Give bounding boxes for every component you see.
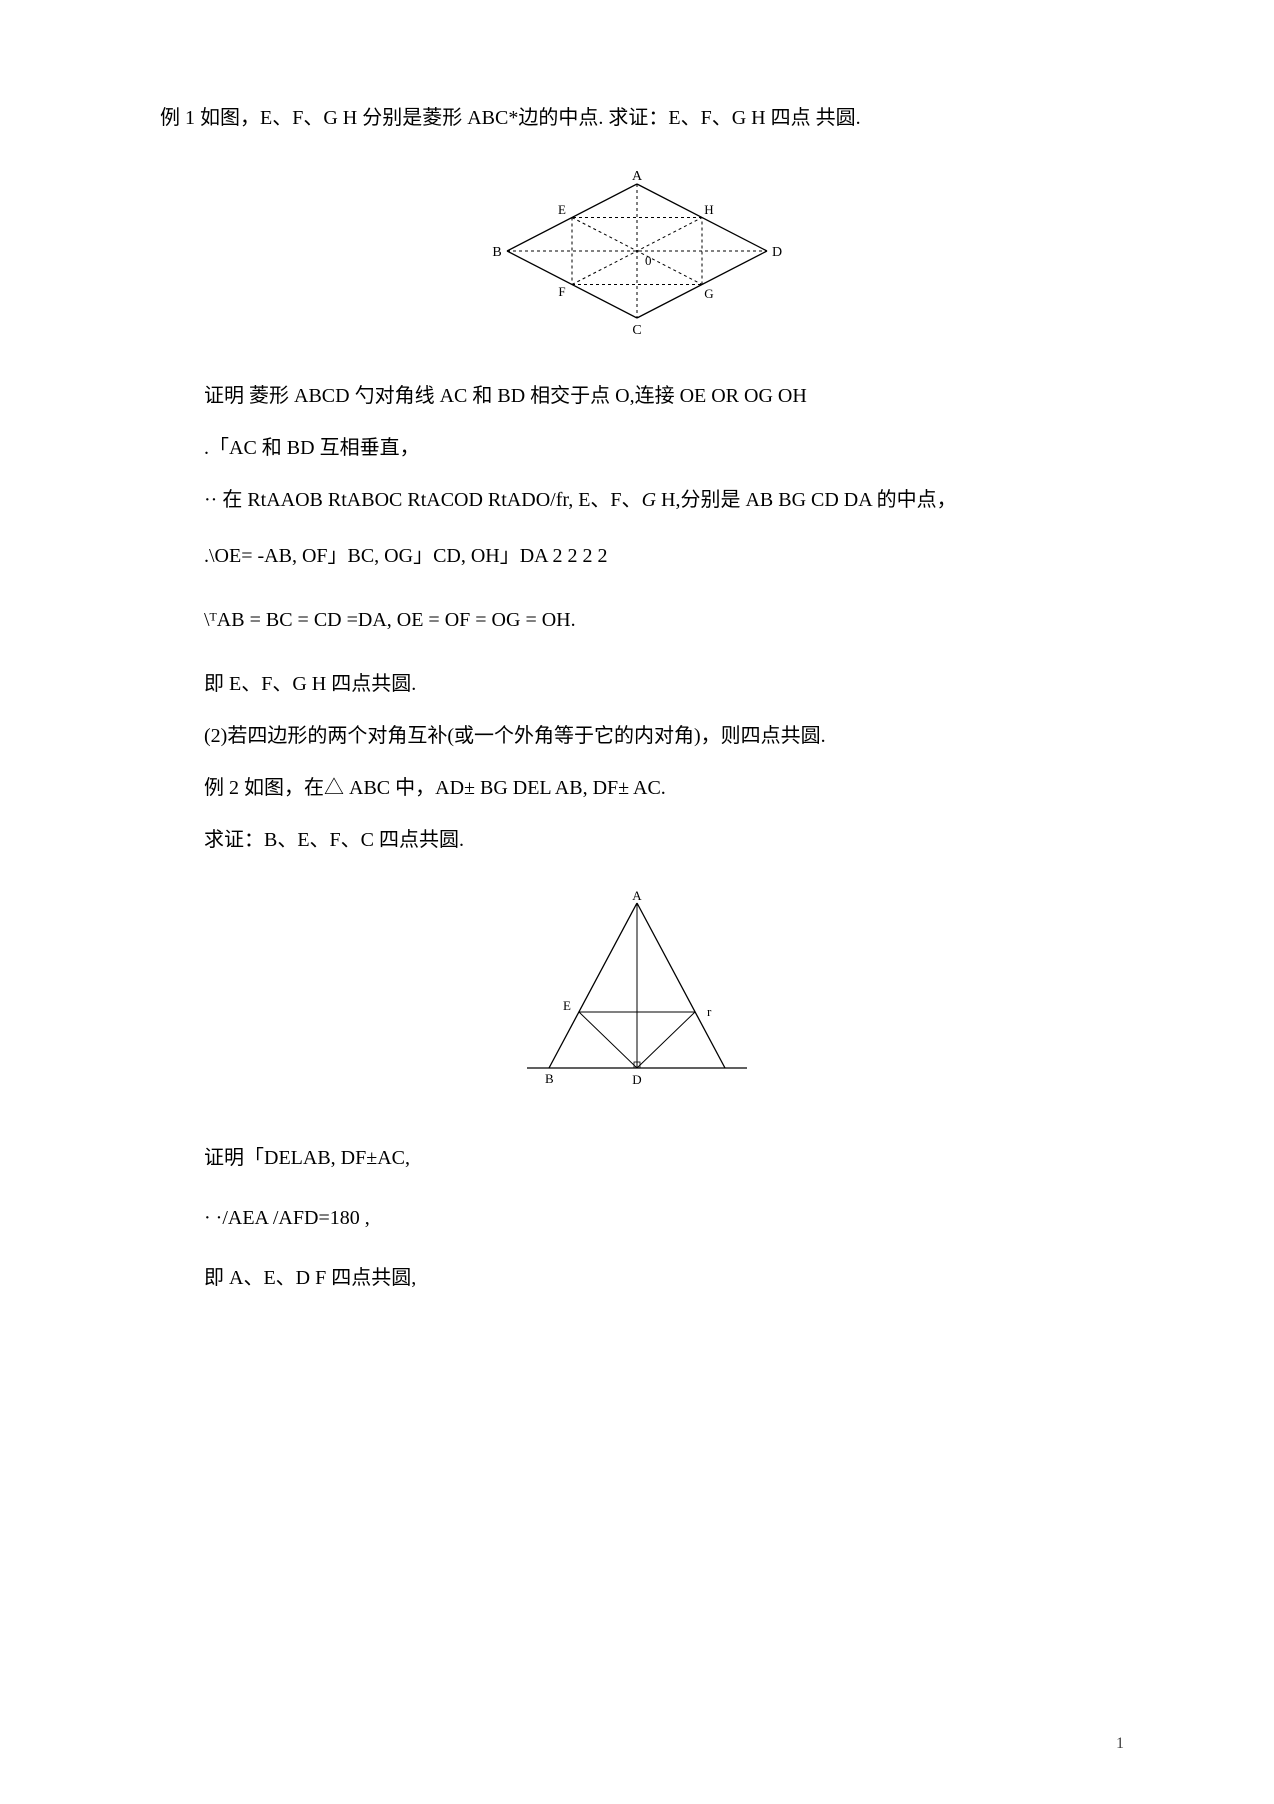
text-line3: .「AC 和 BD 互相垂直，: [204, 437, 420, 459]
label-D: D: [772, 245, 782, 260]
line-AC: [637, 903, 725, 1068]
label-F2: r: [707, 1004, 712, 1019]
paragraph-example2-statement: 例 2 如图，在△ ABC 中，AD± BG DEL AB, DF± AC.: [160, 770, 1114, 806]
text-line4-italic: G: [642, 489, 656, 511]
paragraph-proof2-line1: 证明「DELAB, DF±AC,: [160, 1140, 1114, 1176]
paragraph-proof1-line1: 证明 菱形 ABCD 勺对角线 AC 和 BD 相交于点 O,连接 OE OR …: [160, 378, 1114, 414]
text-line13: 即 A、E、D F 四点共圆,: [204, 1267, 416, 1289]
label-A: A: [632, 169, 643, 184]
paragraph-proof1-line5: \ᵀAB = BC = CD =DA, OE = OF = OG = OH.: [160, 602, 1114, 638]
figure-triangle: A E r B D: [160, 888, 1114, 1110]
text-line6: \ᵀAB = BC = CD =DA, OE = OF = OG = OH.: [204, 609, 576, 631]
line-AB: [549, 903, 637, 1068]
text-line9: 例 2 如图，在△ ABC 中，AD± BG DEL AB, DF± AC.: [204, 777, 666, 799]
paragraph-proof2-line3: 即 A、E、D F 四点共圆,: [160, 1260, 1114, 1296]
paragraph-proof1-conclusion: 即 E、F、G H 四点共圆.: [160, 666, 1114, 702]
label-E: E: [558, 202, 566, 217]
triangle-diagram-svg: A E r B D: [507, 888, 767, 1098]
label-B: B: [492, 245, 501, 260]
label-D2: D: [632, 1072, 641, 1087]
label-O: 0: [645, 253, 652, 268]
text-line11: 证明「DELAB, DF±AC,: [204, 1147, 410, 1169]
label-H: H: [704, 202, 713, 217]
text-line4-suffix: H,分别是 AB BG CD DA 的中点，: [656, 489, 957, 511]
label-C: C: [632, 323, 641, 336]
text-line10: 求证：B、E、F、C 四点共圆.: [204, 829, 464, 851]
paragraph-proof1-line3: ·· 在 RtAAOB RtABOC RtACOD RtADO/fr, E、F、…: [160, 482, 1114, 518]
paragraph-example1-statement: 例 1 如图，E、F、G H 分别是菱形 ABC*边的中点. 求证：E、F、G …: [160, 100, 1114, 136]
line-ED: [579, 1012, 637, 1068]
line-FD: [637, 1012, 695, 1068]
paragraph-proof1-line4: .\OE= -AB, OF」BC, OG」CD, OH」DA 2 2 2 2: [160, 538, 1114, 574]
label-E2: E: [563, 998, 571, 1013]
label-F: F: [558, 284, 565, 299]
figure-rhombus: A B C D E F G H 0: [160, 166, 1114, 348]
text-line4-prefix: ·· 在 RtAAOB RtABOC RtACOD RtADO/fr, E、F、: [204, 489, 642, 511]
rhombus-diagram-svg: A B C D E F G H 0: [447, 166, 827, 336]
text-line8: (2)若四边形的两个对角互补(或一个外角等于它的内对角)，则四点共圆.: [204, 725, 826, 747]
text-line2: 证明 菱形 ABCD 勺对角线 AC 和 BD 相交于点 O,连接 OE OR …: [204, 385, 807, 407]
label-B2: B: [545, 1071, 554, 1086]
page-number: 1: [1116, 1730, 1124, 1759]
paragraph-rule2: (2)若四边形的两个对角互补(或一个外角等于它的内对角)，则四点共圆.: [160, 718, 1114, 754]
label-A2: A: [632, 888, 642, 903]
paragraph-example2-toprove: 求证：B、E、F、C 四点共圆.: [160, 822, 1114, 858]
text-line12: · ·/AEA /AFD=180 ,: [204, 1207, 370, 1229]
label-G: G: [704, 286, 713, 301]
paragraph-proof2-line2: · ·/AEA /AFD=180 ,: [160, 1200, 1114, 1236]
text-line1: 例 1 如图，E、F、G H 分别是菱形 ABC*边的中点. 求证：E、F、G …: [160, 107, 861, 129]
text-line7: 即 E、F、G H 四点共圆.: [204, 673, 416, 695]
text-line5: .\OE= -AB, OF」BC, OG」CD, OH」DA 2 2 2 2: [204, 545, 608, 567]
paragraph-proof1-line2: .「AC 和 BD 互相垂直，: [160, 430, 1114, 466]
